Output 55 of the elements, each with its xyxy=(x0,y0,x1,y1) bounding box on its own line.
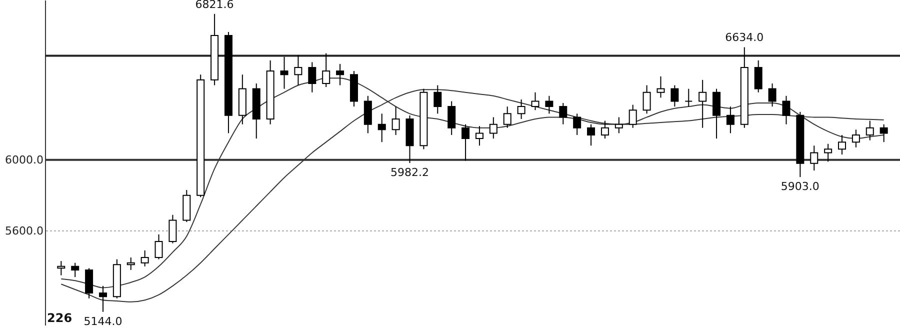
candlestick xyxy=(824,143,832,162)
candlestick xyxy=(726,106,734,134)
candlestick xyxy=(628,104,637,128)
candlestick xyxy=(322,52,330,88)
y-tick-label: 5600.0 xyxy=(5,224,44,238)
annotation: 5982.2 xyxy=(390,166,429,179)
candlestick xyxy=(462,124,470,162)
candlestick xyxy=(838,134,846,156)
candlestick xyxy=(531,92,540,111)
candlestick xyxy=(71,262,80,278)
candlestick xyxy=(642,84,651,114)
candlestick xyxy=(392,106,400,136)
annotation: 6634.0 xyxy=(725,31,764,44)
annotation: 5144.0 xyxy=(84,314,122,328)
candlestick xyxy=(503,106,512,128)
candlestick xyxy=(698,79,707,128)
candlestick xyxy=(434,84,442,114)
annotation: 226 xyxy=(47,311,72,325)
candlestick xyxy=(768,82,776,108)
candlestick xyxy=(559,102,568,125)
candlestick xyxy=(126,257,135,270)
candlestick xyxy=(712,88,721,140)
candlestick xyxy=(614,116,623,134)
candlestick xyxy=(154,234,163,260)
candlestick xyxy=(852,129,860,148)
candlestick xyxy=(489,116,498,140)
candlestick xyxy=(866,120,874,141)
candlestick xyxy=(600,120,609,140)
candlestick xyxy=(280,56,288,90)
candlestick xyxy=(98,285,107,312)
candlestick xyxy=(754,60,762,93)
candlestick xyxy=(85,268,94,299)
candlestick xyxy=(810,145,818,171)
candlestick xyxy=(294,54,302,86)
candlestick xyxy=(168,214,177,244)
candlestick xyxy=(684,88,693,108)
candlestick xyxy=(475,126,484,146)
candlestick xyxy=(587,124,596,146)
annotation: 6821.6 xyxy=(195,0,234,11)
candlestick xyxy=(140,250,149,267)
candlestick xyxy=(573,113,582,136)
candlestick xyxy=(378,113,386,143)
candlestick xyxy=(448,100,456,136)
candlestick xyxy=(670,84,679,108)
candlestick xyxy=(517,98,526,120)
y-tick-label: 6000.0 xyxy=(5,153,44,166)
annotation: 5903.0 xyxy=(780,180,820,194)
candlestick xyxy=(656,76,665,98)
candlestick xyxy=(364,95,372,134)
candlestick xyxy=(308,62,316,93)
candlestick xyxy=(57,260,66,276)
candlestick xyxy=(880,124,888,143)
candlestick xyxy=(782,95,790,125)
candlestick xyxy=(336,63,344,86)
candlestick xyxy=(545,95,554,114)
